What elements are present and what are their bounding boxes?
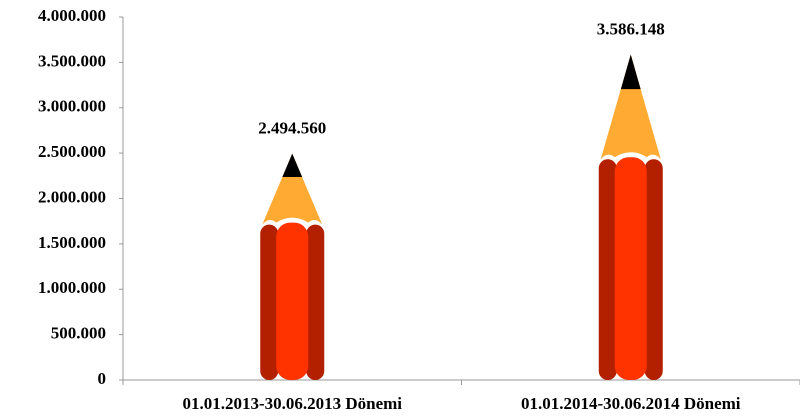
y-tick-label: 2.500.000 <box>38 142 106 161</box>
pencil-edge-right <box>306 224 325 380</box>
pencil-body <box>276 222 309 380</box>
y-tick-label: 500.000 <box>51 324 106 343</box>
pencil-bar <box>598 54 663 380</box>
x-tick-label: 01.01.2013-30.06.2013 Dönemi <box>182 394 402 413</box>
pencil-lead <box>620 54 641 90</box>
pencil-edge-left <box>598 159 617 380</box>
pencil-wood <box>600 54 661 160</box>
pencil-wood <box>262 153 323 225</box>
value-label: 3.586.148 <box>597 19 665 38</box>
y-tick-label: 3.500.000 <box>38 51 106 70</box>
pencil-edge-left <box>260 224 279 380</box>
x-tick-label: 01.01.2014-30.06.2014 Dönemi <box>521 394 741 413</box>
y-tick-label: 1.000.000 <box>38 278 106 297</box>
value-label: 2.494.560 <box>258 119 326 138</box>
pencil-lead <box>282 153 303 178</box>
y-tick-label: 3.000.000 <box>38 97 106 116</box>
y-tick-label: 4.000.000 <box>38 6 106 25</box>
pencil-body <box>614 157 647 380</box>
pencil-edge-right <box>644 159 663 380</box>
y-tick-label: 2.000.000 <box>38 187 106 206</box>
y-tick-label: 0 <box>98 369 107 388</box>
pencil-bar <box>260 153 325 380</box>
y-tick-label: 1.500.000 <box>38 233 106 252</box>
